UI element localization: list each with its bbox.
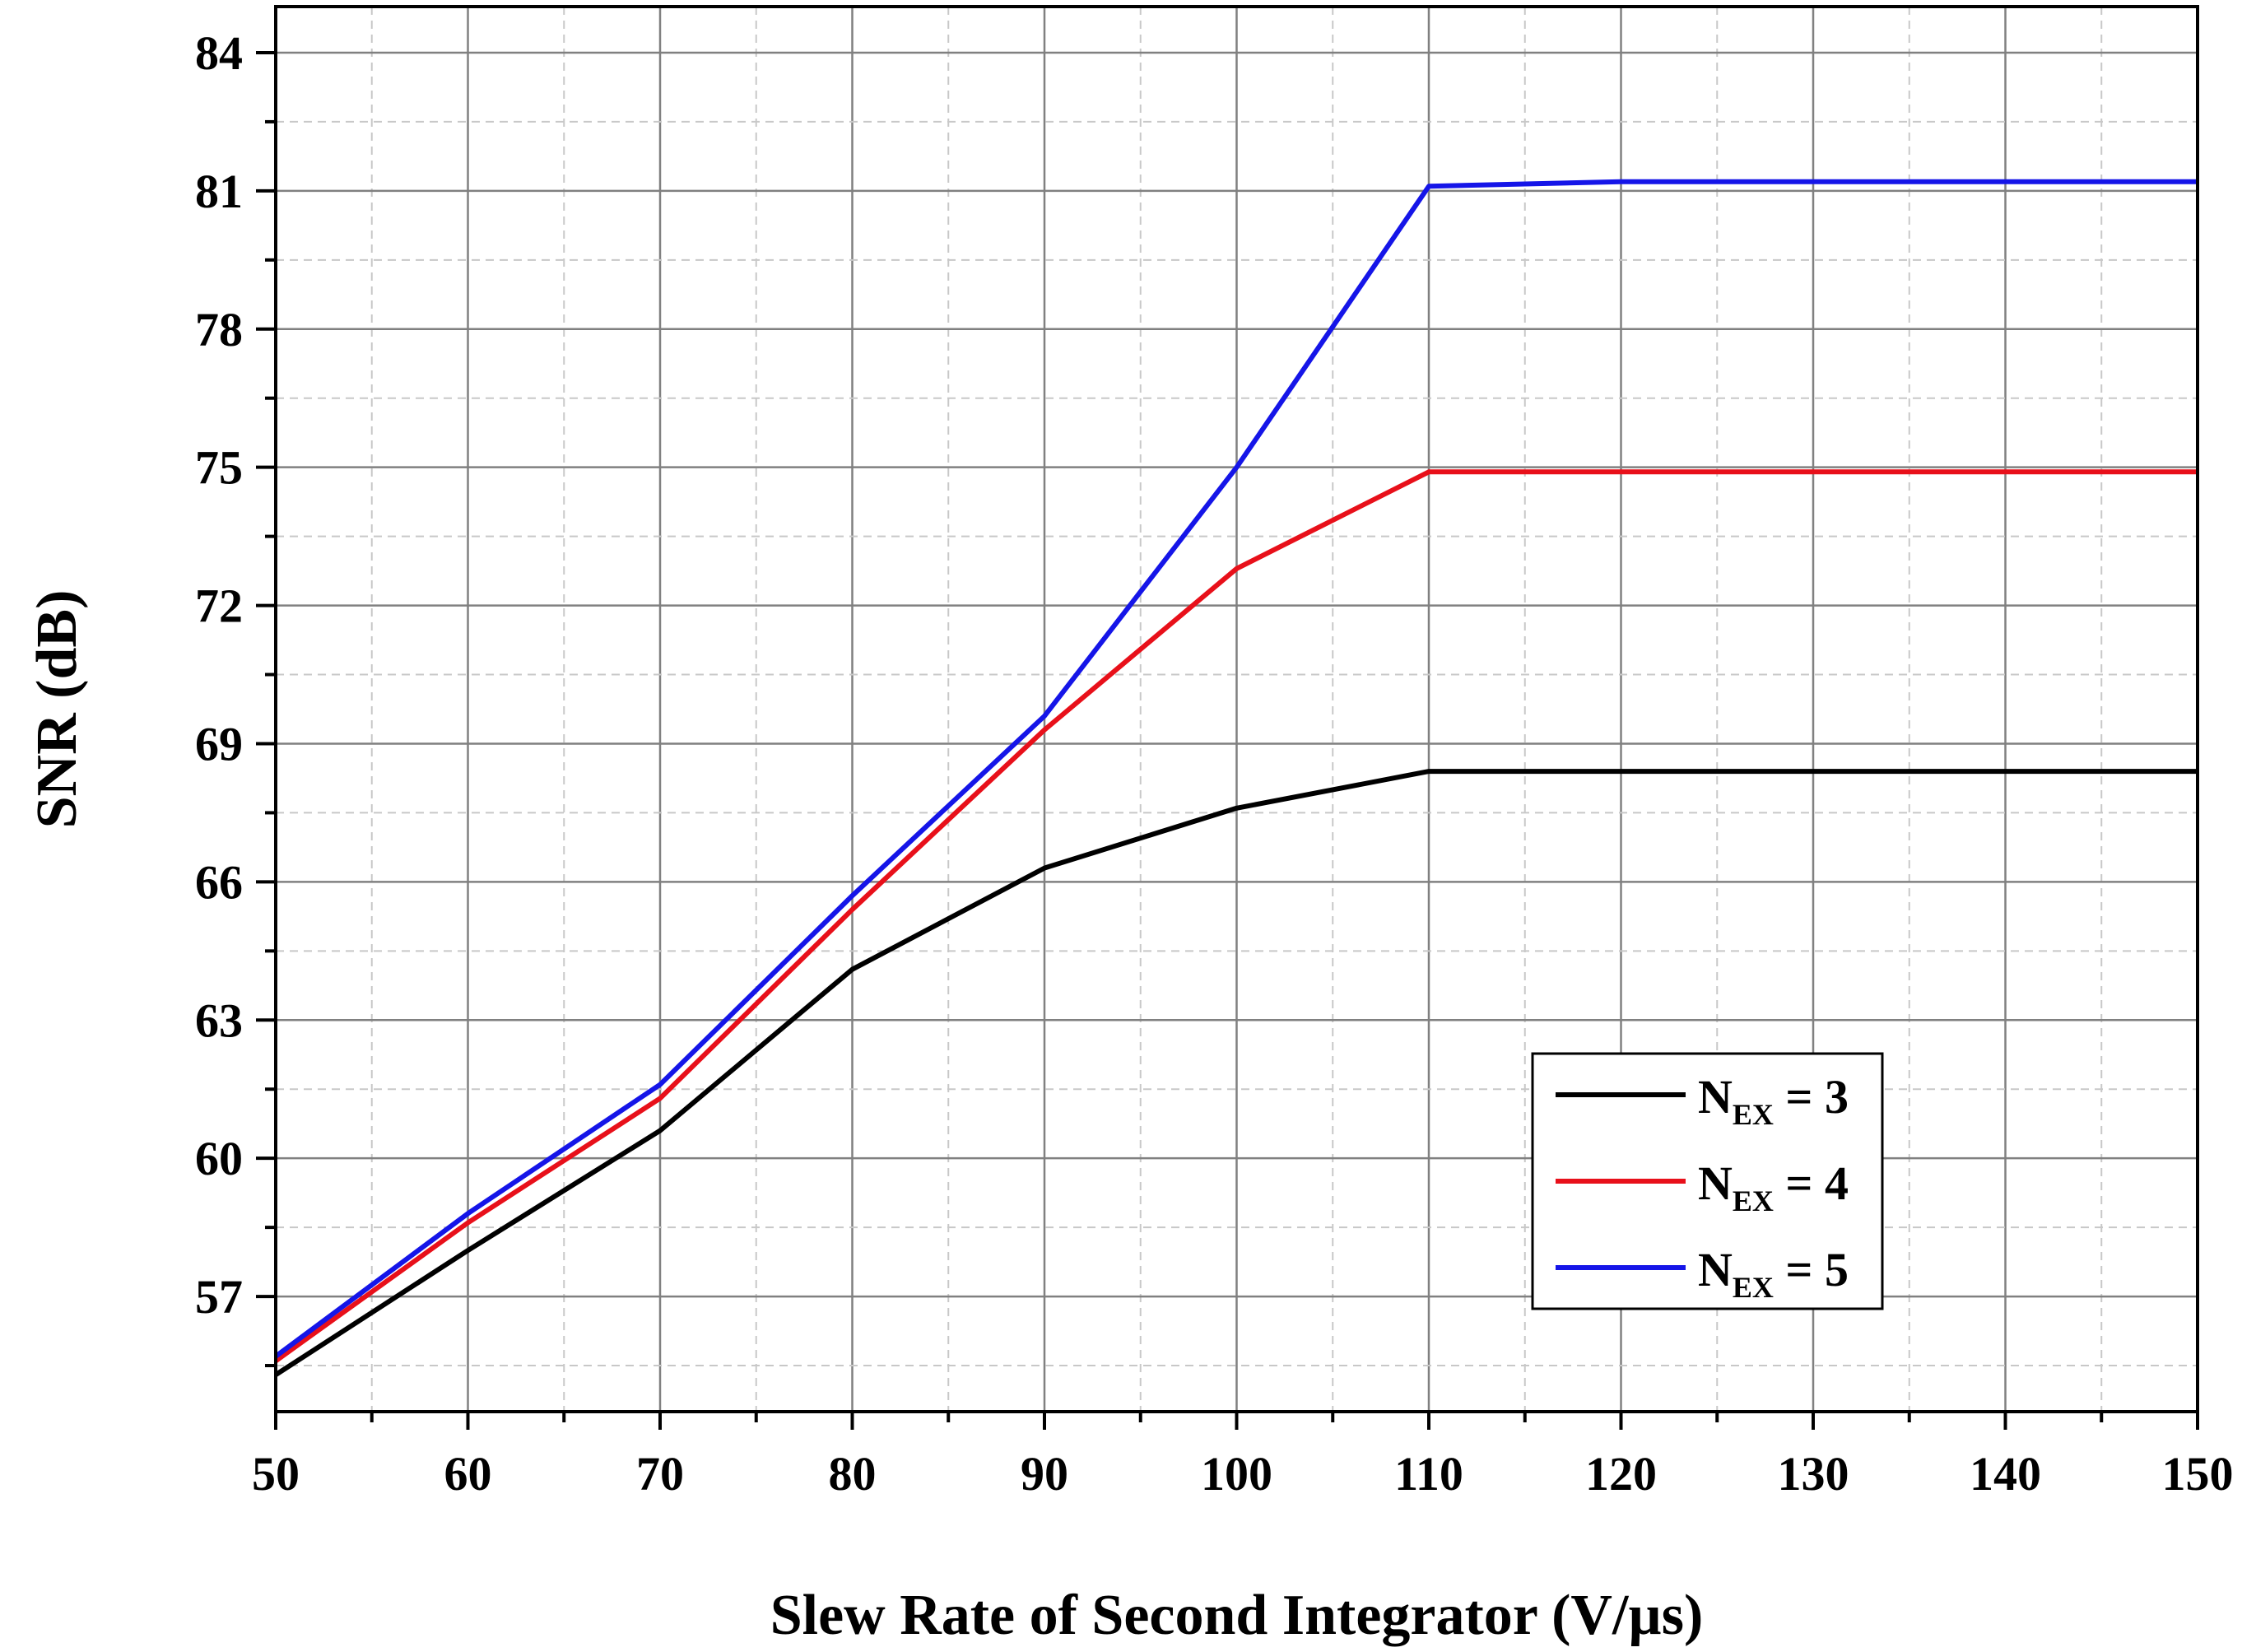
legend-label-main: N — [1698, 1156, 1733, 1210]
y-tick-label: 84 — [195, 26, 243, 80]
x-tick-label: 140 — [1970, 1447, 2041, 1501]
x-tick-label: 60 — [444, 1447, 492, 1501]
legend-label-subscript: EX — [1733, 1184, 1774, 1217]
legend-label-subscript: EX — [1733, 1271, 1774, 1304]
y-tick-label: 66 — [195, 855, 243, 909]
x-tick-label: 130 — [1778, 1447, 1849, 1501]
x-tick-label: 110 — [1394, 1447, 1463, 1501]
series-line-3 — [274, 179, 2198, 1359]
legend-label-value: = 3 — [1774, 1070, 1849, 1124]
series-line-2 — [274, 469, 2198, 1363]
x-tick-label: 90 — [1021, 1447, 1068, 1501]
y-tick-label: 72 — [195, 579, 243, 633]
x-tick-label: 150 — [2162, 1447, 2234, 1501]
y-axis-ticks: 57 60 63 66 69 72 75 78 81 84 — [195, 26, 276, 1368]
y-tick-label: 63 — [195, 994, 243, 1047]
x-tick-label: 80 — [829, 1447, 877, 1501]
x-tick-label: 100 — [1201, 1447, 1272, 1501]
y-tick-label: 69 — [195, 717, 243, 770]
series-line-1 — [274, 769, 2198, 1377]
legend-label-main: N — [1698, 1070, 1733, 1124]
x-axis-title: Slew Rate of Second Integrator (V/µs) — [770, 1584, 1704, 1647]
y-axis-title: SNR (dB) — [26, 590, 89, 829]
series-lines — [274, 179, 2198, 1377]
grid — [274, 7, 2199, 1412]
y-tick-label: 75 — [195, 441, 243, 495]
legend-label-2: NEX = 4 — [1698, 1156, 1849, 1217]
legend-label-3: NEX = 5 — [1698, 1243, 1849, 1304]
x-tick-label: 50 — [252, 1447, 300, 1501]
legend-label-1: NEX = 3 — [1698, 1070, 1849, 1131]
legend-label-value: = 4 — [1774, 1156, 1849, 1210]
x-tick-label: 70 — [636, 1447, 684, 1501]
legend-label-value: = 5 — [1774, 1243, 1849, 1296]
y-tick-label: 57 — [195, 1270, 243, 1324]
y-tick-label: 81 — [195, 165, 243, 218]
y-tick-label: 78 — [195, 303, 243, 356]
legend-label-main: N — [1698, 1243, 1733, 1296]
x-axis-ticks: 50 60 70 80 90 100 110 120 130 140 150 — [252, 1412, 2234, 1501]
legend-label-subscript: EX — [1733, 1098, 1774, 1131]
x-tick-label: 120 — [1585, 1447, 1657, 1501]
y-tick-label: 60 — [195, 1132, 243, 1185]
